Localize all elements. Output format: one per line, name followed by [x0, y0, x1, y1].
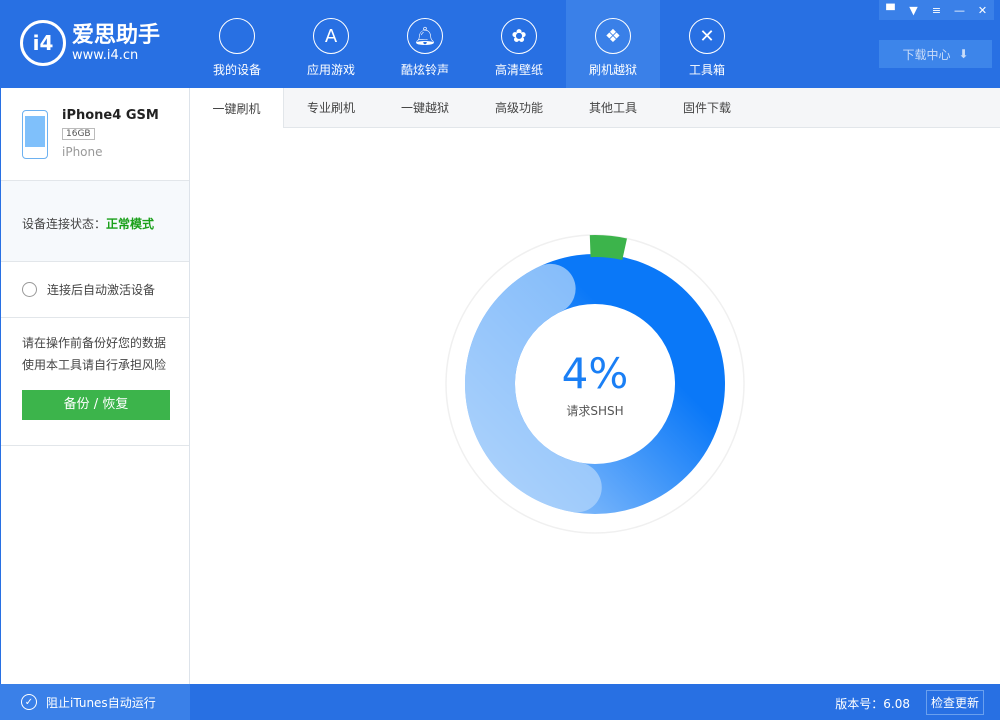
- nav-wallpapers[interactable]: ✿ 高清壁纸: [472, 0, 566, 88]
- minimize-icon[interactable]: —: [954, 3, 965, 17]
- feedback-icon[interactable]: ▀: [886, 3, 895, 17]
- nav-ringtones[interactable]: 🔔︎ 酷炫铃声: [378, 0, 472, 88]
- download-icon: ⬇: [958, 47, 969, 61]
- tools-icon: ✕: [689, 18, 725, 54]
- tab-one-click-flash[interactable]: 一键刷机: [190, 88, 284, 128]
- check-update-button[interactable]: 检查更新: [925, 690, 984, 715]
- tab-pro-flash[interactable]: 专业刷机: [306, 101, 355, 115]
- tab-other-tools[interactable]: 其他工具: [588, 101, 637, 115]
- tab-bar: 一键刷机 专业刷机 一键越狱 高级功能 其他工具 固件下载: [190, 88, 1000, 128]
- phone-icon: [22, 110, 48, 159]
- apple-icon: [219, 18, 255, 54]
- auto-activate-option[interactable]: 连接后自动激活设备: [1, 262, 189, 318]
- warning-text: 请在操作前备份好您的数据 使用本工具请自行承担风险 备份 / 恢复: [1, 318, 189, 446]
- flower-icon: ✿: [501, 18, 537, 54]
- radio-button[interactable]: [22, 282, 37, 297]
- download-center-button[interactable]: 下载中心 ⬇: [879, 40, 992, 68]
- window-controls: ▀ ▼ ≡ — ✕: [879, 0, 994, 20]
- connection-status: 设备连接状态：正常模式: [1, 181, 189, 262]
- nav-apps[interactable]: A 应用游戏: [284, 0, 378, 88]
- tab-jailbreak[interactable]: 一键越狱: [400, 101, 449, 115]
- sidebar: iPhone4 GSM 16GB iPhone 设备连接状态：正常模式 连接后自…: [0, 88, 190, 684]
- tab-advanced[interactable]: 高级功能: [494, 101, 543, 115]
- nav-toolbox[interactable]: ✕ 工具箱: [660, 0, 754, 88]
- nav-flash-jailbreak[interactable]: ❖ 刷机越狱: [566, 0, 660, 88]
- close-icon[interactable]: ✕: [977, 3, 988, 17]
- skin-icon[interactable]: ▼: [909, 3, 918, 17]
- check-circle-icon: ✓: [21, 694, 37, 710]
- progress-bar: [589, 235, 627, 261]
- progress-highlight: [465, 263, 602, 513]
- device-info: iPhone4 GSM 16GB iPhone: [1, 88, 189, 181]
- footer: ✓ 阻止iTunes自动运行 版本号：6.08 检查更新: [0, 684, 1000, 720]
- bell-icon: 🔔︎: [407, 18, 443, 54]
- version-label: 版本号：6.08: [835, 697, 910, 711]
- tab-firmware-download[interactable]: 固件下载: [682, 101, 731, 115]
- nav-my-device[interactable]: 我的设备: [190, 0, 284, 88]
- menu-icon[interactable]: ≡: [931, 3, 942, 17]
- backup-restore-button[interactable]: 备份 / 恢复: [22, 390, 170, 420]
- progress-percent: 4%: [561, 349, 629, 398]
- progress-status: 请求SHSH: [566, 404, 624, 418]
- header: i4 爱思助手 www.i4.cn 我的设备 A 应用游戏 🔔︎ 酷炫铃声 ✿ 高清壁纸…: [0, 0, 1000, 88]
- logo: i4 爱思助手 www.i4.cn: [20, 20, 160, 66]
- block-itunes-toggle[interactable]: ✓ 阻止iTunes自动运行: [0, 684, 190, 720]
- app-store-icon: A: [313, 18, 349, 54]
- box-icon: ❖: [595, 18, 631, 54]
